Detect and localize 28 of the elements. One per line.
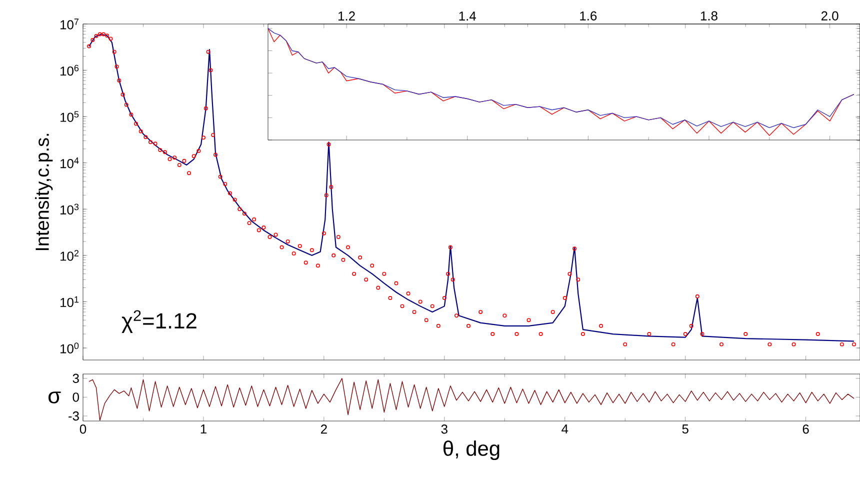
y-tick-label: 10$^{7}$ [60, 18, 79, 30]
x-tick-label: 1.2 [338, 11, 355, 20]
x-tick-label: 1 [200, 424, 206, 434]
x-tick-label: 0 [80, 424, 86, 434]
y-tick-label: -3 [68, 411, 79, 421]
y-tick-label: 10$^{4}$ [60, 158, 79, 168]
line-series [88, 378, 854, 421]
y-tick-label: 0 [72, 392, 79, 402]
y-tick-label: 10$^{5}$ [60, 111, 79, 122]
x-tick-label: 3 [441, 424, 448, 434]
y-tick-label: 10$^{6}$ [60, 64, 79, 76]
x-axis-title: θ, deg [444, 440, 500, 460]
x-tick-label: 2.0 [821, 11, 838, 20]
x-tick-label: 1.4 [459, 12, 476, 20]
y-tick-label: 3 [72, 374, 79, 383]
y-axis-title: Intensity,c.p.s. [35, 134, 53, 250]
x-tick-label: 6 [802, 424, 809, 434]
y-tick-label: 10$^{3}$ [60, 204, 79, 215]
y-axis-title: σ [48, 392, 61, 404]
y-tick-label: 10$^{0}$ [60, 342, 79, 354]
x-tick-label: 1.8 [700, 11, 718, 20]
y-tick-label: 10$^{2}$ [60, 250, 79, 261]
y-tick-label: 10$^{1}$ [60, 296, 79, 308]
annotation: χ$^{2}$=1.12 [122, 310, 196, 333]
x-tick-label: 1.6 [580, 11, 597, 20]
x-tick-label: 2 [320, 424, 327, 434]
x-tick-label: 4 [562, 424, 568, 434]
x-tick-label: 5 [682, 424, 688, 434]
